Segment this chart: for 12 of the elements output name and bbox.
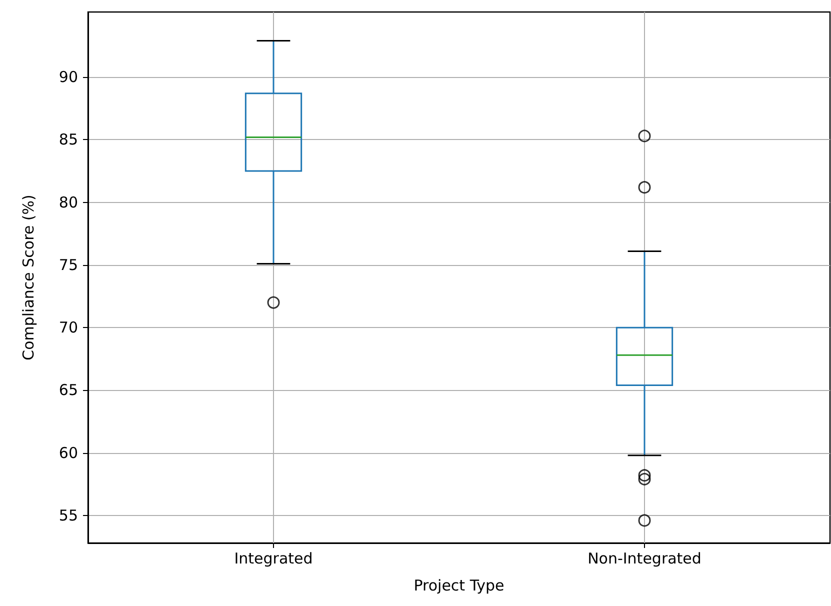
y-axis-title: Compliance Score (%) [20, 194, 38, 360]
y-tick-label: 85 [58, 130, 78, 149]
y-tick-label: 90 [58, 68, 78, 86]
y-tick-label: 75 [58, 256, 78, 274]
y-tick-label: 60 [58, 444, 78, 462]
x-tick-label: Non-Integrated [588, 550, 702, 568]
x-tick-label: Integrated [234, 550, 313, 568]
y-tick-label: 80 [58, 193, 78, 212]
y-tick-label: 55 [58, 506, 78, 524]
y-tick-label: 70 [58, 318, 78, 337]
y-tick-label: 65 [58, 381, 78, 400]
x-axis-title: Project Type [414, 576, 504, 594]
